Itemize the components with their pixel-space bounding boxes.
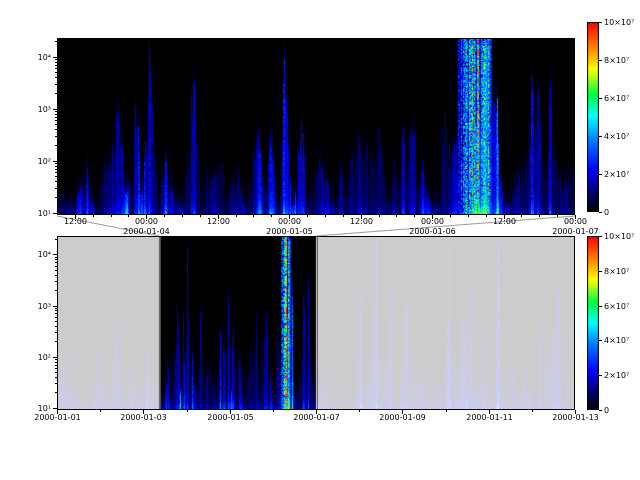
- top-colorbar-tick-label: 10×10⁷: [604, 17, 635, 27]
- bottom-panel-x-tick-label: 2000-01-09: [379, 413, 426, 422]
- top-panel-time-tick-label: 12:00: [492, 217, 517, 226]
- bottom-panel-x-tick-label: 2000-01-05: [207, 413, 254, 422]
- top-panel-y-tick-label: 10²: [37, 156, 51, 166]
- top-colorbar-tick-label: 0: [604, 207, 610, 217]
- top-panel-date-label: 2000-01-07: [552, 227, 599, 236]
- top-panel-y-tick-label: 10³: [37, 104, 51, 114]
- bottom-panel-x-tick-label: 2000-01-03: [120, 413, 167, 422]
- top-panel-time-tick-label: 00:00: [420, 217, 445, 226]
- top-panel-y-tick-label: 10¹: [37, 208, 51, 218]
- top-panel-time-tick-label: 00:00: [563, 217, 588, 226]
- top-panel-time-tick-label: 12:00: [63, 217, 88, 226]
- bottom-colorbar-tick-label: 0: [604, 405, 610, 415]
- top-colorbar-tick-label: 4×10⁷: [604, 131, 630, 141]
- bottom-colorbar-tick-label: 6×10⁷: [604, 301, 630, 311]
- top-panel-date-label: 2000-01-05: [266, 227, 313, 236]
- bottom-panel-x-tick-label: 2000-01-11: [466, 413, 513, 422]
- bottom-colorbar-tick-label: 2×10⁷: [604, 370, 630, 380]
- top-colorbar-tick-label: 8×10⁷: [604, 55, 630, 65]
- overview-colorbar: [587, 236, 599, 410]
- bottom-panel-x-tick-label: 2000-01-01: [34, 413, 81, 422]
- bottom-panel-y-tick-label: 10²: [37, 352, 51, 362]
- top-colorbar-tick-label: 6×10⁷: [604, 93, 630, 103]
- top-colorbar-tick-label: 2×10⁷: [604, 169, 630, 179]
- top-panel-date-label: 2000-01-04: [123, 227, 170, 236]
- bottom-colorbar-tick-label: 10×10⁷: [604, 231, 635, 241]
- top-panel-time-tick-label: 12:00: [349, 217, 374, 226]
- bottom-panel-y-tick-label: 10⁴: [37, 249, 51, 259]
- bottom-panel-y-tick-label: 10³: [37, 301, 51, 311]
- bottom-colorbar-tick-label: 4×10⁷: [604, 335, 630, 345]
- top-panel-time-tick-label: 12:00: [206, 217, 231, 226]
- top-panel-date-label: 2000-01-06: [409, 227, 456, 236]
- top-panel-time-tick-label: 00:00: [277, 217, 302, 226]
- bottom-colorbar-tick-label: 8×10⁷: [604, 266, 630, 276]
- zoom-colorbar: [587, 22, 599, 212]
- bottom-panel-y-tick-label: 10¹: [37, 403, 51, 413]
- top-panel-y-tick-label: 10⁴: [37, 52, 51, 62]
- zoom-selection-region[interactable]: [159, 236, 318, 410]
- bottom-panel-x-tick-label: 2000-01-07: [293, 413, 340, 422]
- top-panel-time-tick-label: 00:00: [134, 217, 159, 226]
- zoom-spectrogram-plot[interactable]: [57, 38, 575, 215]
- bottom-panel-x-tick-label: 2000-01-13: [552, 413, 599, 422]
